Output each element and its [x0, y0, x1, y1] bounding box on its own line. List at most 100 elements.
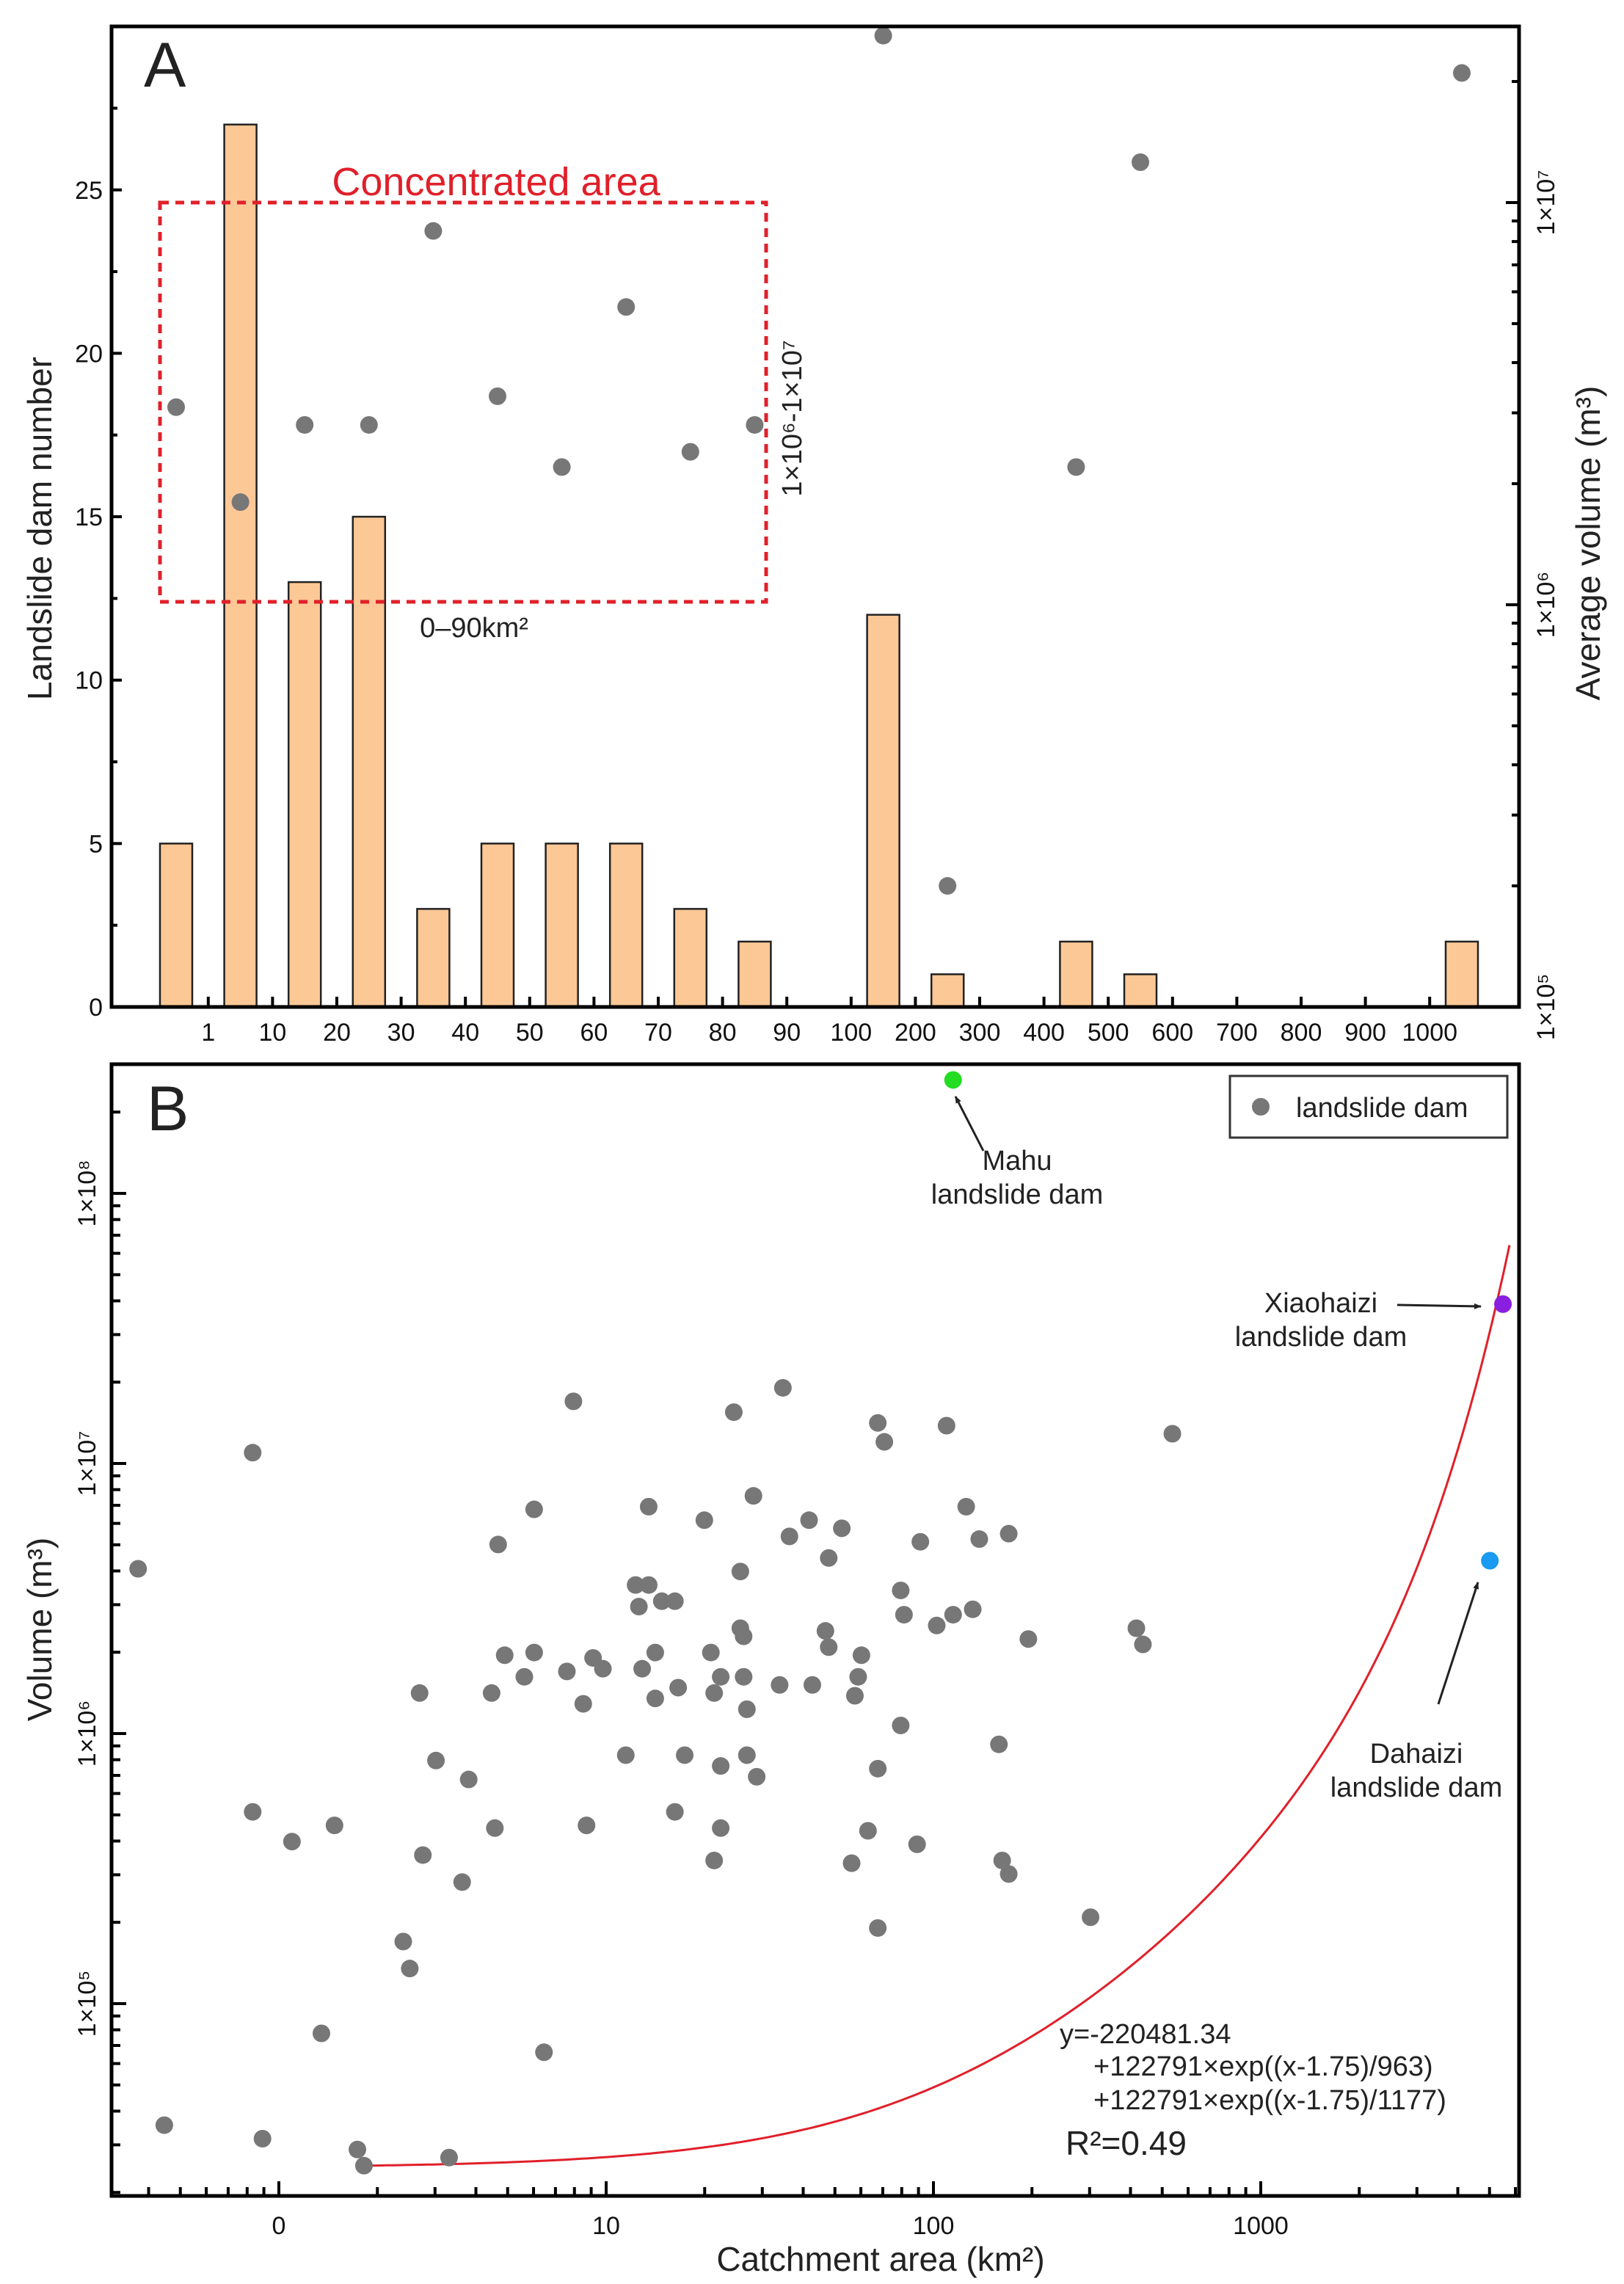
avg-volume-dot: [939, 877, 957, 895]
landslide-dam-point: [869, 1759, 887, 1778]
landslide-dam-point: [630, 1598, 648, 1616]
landslide-dam-point: [911, 1532, 930, 1551]
concentrated-area-box: [158, 200, 768, 604]
x-tick-label: 1: [201, 1019, 215, 1047]
landslide-dam-point: [666, 1803, 684, 1821]
bar: [608, 843, 644, 1008]
panel-a-axes: 0 5 10 15 20 25 1 10 20 30 40 50 60 70 80 90 100 200 300 40…: [75, 80, 1560, 1047]
bar: [673, 908, 708, 1008]
xiaohaizi-point: [1494, 1295, 1512, 1313]
x-tick-label: 10: [592, 2212, 620, 2240]
landslide-dam-point: [833, 1519, 851, 1538]
legend: landslide dam: [1228, 1074, 1509, 1139]
landslide-dam-point: [869, 1919, 887, 1937]
y-tick-label: 1×10⁸: [73, 1160, 101, 1227]
x-tick-label: 90: [773, 1019, 801, 1047]
landslide-dam-point: [964, 1600, 982, 1618]
equation-line3: +122791×exp((x-1.75)/1177): [1093, 2085, 1446, 2116]
landslide-dam-point: [845, 1687, 864, 1705]
fit-equation: y=-220481.34 +122791×exp((x-1.75)/963) +…: [1060, 2019, 1446, 2162]
y-tick-label: 15: [75, 503, 103, 531]
volume-range-label: 1×10⁶-1×10⁷: [777, 340, 808, 496]
landslide-dam-point: [129, 1560, 148, 1578]
avg-volume-dot: [681, 443, 699, 461]
landslide-dam-point: [515, 1667, 534, 1686]
x-tick-label: 900: [1344, 1019, 1386, 1047]
landslide-dam-point: [410, 1684, 429, 1702]
x-axis-label: Catchment area (km²): [716, 2240, 1044, 2278]
landslide-dam-point: [731, 1563, 749, 1581]
landslide-dam-point: [1082, 1908, 1100, 1927]
landslide-dam-point: [349, 2140, 367, 2158]
x-tick-label: 600: [1151, 1019, 1193, 1047]
landslide-dam-point: [453, 1873, 471, 1891]
panel-b-label: B: [147, 1074, 189, 1144]
bar: [545, 843, 579, 1008]
panel-b-frame: [109, 1062, 1521, 2198]
landslide-dam-point: [639, 1576, 658, 1594]
y-tick-label: 5: [89, 830, 103, 858]
landslide-dam-point: [773, 1378, 792, 1397]
landslide-dam-point: [705, 1851, 724, 1869]
y-axis-label-b: Volume (m³): [21, 1538, 59, 1721]
avg-volume-dot: [1453, 64, 1471, 82]
avg-volume-dot: [424, 222, 443, 240]
landslide-dam-point: [771, 1676, 789, 1694]
landslide-dam-point: [702, 1643, 720, 1662]
panel-b-axes: 0 10 100 1000 1×10⁵ 1×10⁶ 1×10⁷ 1×10⁸: [73, 1063, 1518, 2240]
avg-volume-dot: [489, 387, 506, 405]
x-tick-label: 70: [644, 1019, 672, 1047]
landslide-dam-point: [440, 2148, 458, 2167]
landslide-dam-point: [738, 1700, 756, 1718]
bar: [352, 515, 387, 1008]
bar: [287, 581, 322, 1008]
landslide-dam-point: [852, 1646, 870, 1665]
landslide-dam-point: [639, 1497, 658, 1516]
landslide-dam-point: [244, 1444, 262, 1462]
x-tick-label: 0: [272, 2212, 286, 2240]
landslide-dam-point: [895, 1606, 913, 1624]
x-tick-label: 1000: [1233, 2212, 1289, 2240]
legend-marker: [1252, 1098, 1270, 1116]
landslide-dam-point: [816, 1622, 834, 1640]
avg-volume-dot: [231, 493, 250, 512]
y2-tick-label: 1×10⁵: [1532, 974, 1560, 1041]
bar: [159, 843, 194, 1008]
landslide-dam-point: [489, 1535, 507, 1554]
landslide-dam-point: [999, 1865, 1018, 1883]
fit-curve: [363, 1245, 1511, 2167]
panel-b: 0 10 100 1000 1×10⁵ 1×10⁶ 1×10⁷ 1×10⁸ B landsli…: [21, 1062, 1521, 2278]
x-tick-label: 100: [913, 2212, 955, 2240]
landslide-dam-point: [486, 1819, 504, 1837]
landslide-dam-point: [820, 1549, 838, 1567]
landslide-dam-point: [1163, 1425, 1181, 1443]
landslide-dam-point: [999, 1524, 1018, 1543]
landslide-dam-point: [669, 1679, 688, 1697]
x-tick-label: 1000: [1402, 1019, 1457, 1047]
mahu-label-line1: Mahu: [982, 1146, 1052, 1176]
x-tick-label: 60: [580, 1019, 608, 1047]
landslide-dam-point: [574, 1695, 592, 1713]
x-tick-label: 800: [1281, 1019, 1322, 1047]
landslide-dam-point: [957, 1497, 975, 1516]
equation-line1: y=-220481.34: [1060, 2019, 1231, 2050]
x-tick-label: 700: [1216, 1019, 1258, 1047]
avg-volume-dot: [296, 415, 314, 434]
landslide-dam-point: [253, 2130, 272, 2147]
landslide-dam-point: [525, 1500, 543, 1519]
landslide-dam-point: [646, 1643, 664, 1662]
landslide-dam-point: [712, 1757, 730, 1775]
y2-tick-label: 1×10⁷: [1532, 170, 1560, 236]
landslide-dam-point: [1134, 1635, 1152, 1654]
area-range-label: 0–90km²: [420, 613, 528, 644]
xiaohaizi-label-line2: landslide dam: [1235, 1322, 1407, 1353]
mahu-annotation: Mahu landslide dam: [931, 1096, 1103, 1210]
landslide-dam-point: [155, 2116, 173, 2134]
landslide-dam-point: [394, 1932, 412, 1951]
landslide-dam-point: [892, 1716, 910, 1734]
x-tick-label: 40: [451, 1019, 479, 1047]
mahu-point: [944, 1071, 962, 1089]
landslide-dam-point: [283, 1833, 301, 1851]
panel-a-label: A: [144, 30, 186, 101]
